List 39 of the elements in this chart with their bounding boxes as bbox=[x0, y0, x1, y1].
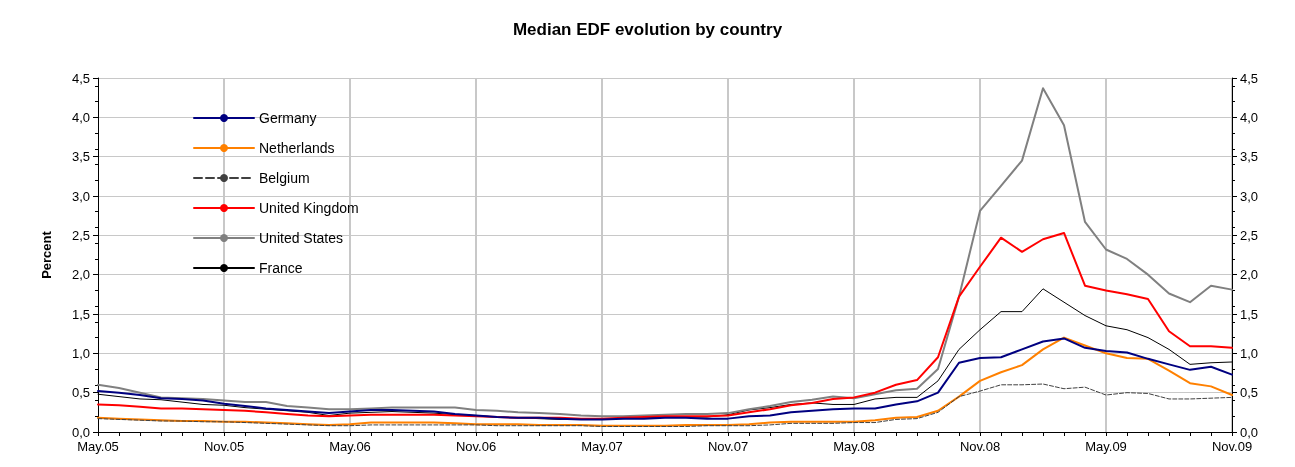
y-axis-title: Percent bbox=[39, 230, 54, 279]
y2-tick-label: 1,0 bbox=[1240, 345, 1259, 361]
x-tick-label: Nov.07 bbox=[707, 439, 749, 454]
legend-label: Netherlands bbox=[259, 140, 335, 156]
y2-tick-label: 2,0 bbox=[1240, 267, 1259, 283]
legend-label: France bbox=[259, 260, 303, 276]
y-tick-label: 0,0 bbox=[71, 424, 90, 440]
legend-label: Germany bbox=[259, 110, 317, 126]
y-tick-label: 0,5 bbox=[71, 385, 90, 401]
y-tick-label: 4,0 bbox=[71, 109, 90, 125]
x-tick-label: May.09 bbox=[1085, 439, 1127, 454]
y2-tick-label: 3,5 bbox=[1240, 149, 1259, 165]
x-tick-label: May.08 bbox=[833, 439, 875, 454]
y2-tick-label: 0,5 bbox=[1240, 385, 1259, 401]
x-tick-label: Nov.09 bbox=[1211, 439, 1253, 454]
x-tick-label: Nov.08 bbox=[959, 439, 1001, 454]
x-tick-label: Nov.06 bbox=[455, 439, 497, 454]
x-tick-label: Nov.05 bbox=[203, 439, 245, 454]
y-tick-label: 2,5 bbox=[71, 227, 90, 243]
chart-title: Median EDF evolution by country bbox=[512, 20, 783, 39]
y-tick-label: 1,0 bbox=[71, 345, 90, 361]
line-series bbox=[97, 383, 1233, 427]
y-tick-label: 2,0 bbox=[71, 267, 90, 283]
y-tick-label: 3,5 bbox=[71, 149, 90, 165]
legend-label: Belgium bbox=[259, 170, 310, 186]
x-tick-label: May.07 bbox=[581, 439, 623, 454]
y2-tick-label: 0,0 bbox=[1240, 424, 1259, 440]
x-tick-label: May.05 bbox=[77, 439, 119, 454]
y-tick-label: 3,0 bbox=[71, 188, 90, 204]
y2-tick-label: 1,5 bbox=[1240, 306, 1259, 322]
y-tick-label: 4,5 bbox=[71, 70, 90, 86]
y2-tick-label: 4,0 bbox=[1240, 109, 1259, 125]
y-tick-label: 1,5 bbox=[71, 306, 90, 322]
x-tick-label: May.06 bbox=[329, 439, 371, 454]
y2-tick-label: 4,5 bbox=[1240, 70, 1259, 86]
y2-tick-label: 3,0 bbox=[1240, 188, 1259, 204]
legend-label: United Kingdom bbox=[259, 200, 359, 216]
legend-label: United States bbox=[259, 230, 344, 246]
y2-tick-label: 2,5 bbox=[1240, 227, 1259, 243]
